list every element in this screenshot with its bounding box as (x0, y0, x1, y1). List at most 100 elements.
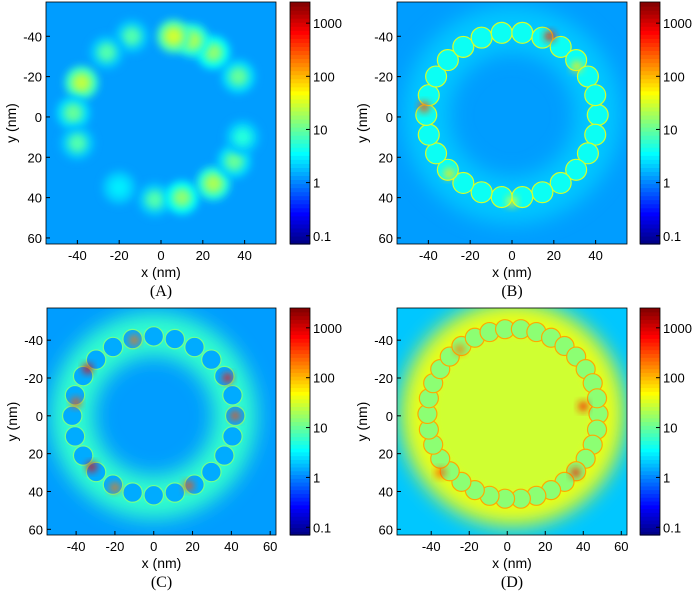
colorbar-tick-label: 0.1 (313, 229, 331, 244)
y-tick-label: -20 (374, 70, 393, 85)
colorbar-segment (640, 323, 660, 328)
colorbar-segment (640, 199, 660, 205)
colorbar-segment (290, 30, 310, 35)
colorbar-segment (290, 167, 310, 172)
colorbar-segment (290, 183, 310, 189)
colorbar-segment (640, 155, 660, 160)
y-tick-label: -40 (23, 29, 42, 44)
particle-mark (549, 35, 572, 58)
colorbar-segment (290, 114, 310, 120)
colorbar-segment (640, 135, 660, 140)
colorbar-segment (290, 478, 310, 483)
particle-mark (72, 445, 94, 466)
colorbar-segment (290, 14, 310, 19)
particle-mark (143, 326, 165, 347)
colorbar-segment (290, 432, 310, 438)
colorbar-segment (290, 227, 310, 233)
colorbar-segment (640, 66, 660, 72)
colorbar-tick-label: 10 (313, 421, 327, 436)
hotspot-mark (578, 401, 589, 412)
colorbar-segment (640, 523, 660, 529)
colorbar-segment (290, 485, 310, 491)
colorbar-segment (290, 398, 310, 404)
colorbar-segment (290, 451, 310, 457)
colorbar-segment (640, 485, 660, 491)
colorbar-segment (640, 114, 660, 120)
hotspot-mark (82, 363, 93, 374)
colorbar-segment (290, 34, 310, 39)
colorbar-segment (640, 167, 660, 172)
colorbar-segment (640, 62, 660, 68)
colorbar-segment (290, 357, 310, 362)
colorbar-segment (290, 50, 310, 56)
colorbar-segment (290, 519, 310, 525)
colorbar-segment (640, 10, 660, 15)
hotspot-mark (544, 31, 555, 42)
colorbar-segment (290, 425, 310, 430)
y-tick-label: 0 (36, 409, 43, 424)
colorbar-tick-label: 100 (663, 69, 685, 84)
particle-mark (417, 123, 440, 146)
colorbar-segment (290, 500, 310, 506)
heatmap-panel: -40 -20 0 20 40 -40 -20 0 20 40 60 x (nm) y (nm) (A) 0… (3, 1, 342, 300)
colorbar-segment (290, 78, 310, 84)
particle-mark (436, 49, 459, 72)
colorbar-segment (290, 326, 310, 332)
hotspot-mark (233, 127, 252, 147)
particle-mark (586, 103, 609, 126)
colorbar-segment (290, 440, 310, 445)
colorbar-segment (640, 527, 660, 532)
colorbar-segment (290, 413, 310, 419)
colorbar-segment (290, 110, 310, 116)
colorbar-tick-label: 10 (663, 421, 677, 436)
colorbar-segment (290, 66, 310, 72)
colorbar-segment (640, 227, 660, 233)
colorbar-segment (290, 315, 310, 320)
colorbar-segment (640, 466, 660, 472)
x-tick-label: -20 (110, 248, 129, 263)
colorbar-segment (640, 211, 660, 217)
colorbar-segment (290, 466, 310, 472)
y-tick-label: -40 (24, 333, 43, 348)
particle-mark (584, 84, 607, 107)
colorbar-tick-label: 1000 (313, 16, 342, 31)
colorbar-tick-label: 10 (663, 122, 677, 137)
colorbar-segment (640, 470, 660, 476)
colorbar-segment (290, 308, 310, 313)
hotspot-mark (97, 43, 117, 62)
y-tick-label: -20 (24, 371, 43, 386)
ring-interior (435, 335, 591, 492)
colorbar-segment (640, 440, 660, 445)
x-tick-label: -40 (422, 539, 441, 554)
particle-mark (584, 123, 607, 146)
y-tick-label: 40 (29, 484, 43, 499)
particle-mark (201, 349, 222, 370)
y-tick-label: 60 (379, 522, 393, 537)
colorbar-segment (640, 516, 660, 521)
colorbar-segment (290, 155, 310, 160)
colorbar-segment (640, 163, 660, 168)
colorbar-segment (290, 94, 310, 100)
colorbar-segment (290, 98, 310, 104)
particle-mark (425, 65, 448, 88)
colorbar-segment (640, 379, 660, 385)
particle-mark (164, 328, 186, 350)
colorbar-segment (640, 429, 660, 434)
colorbar-segment (290, 508, 310, 513)
colorbar-segment (290, 191, 310, 197)
colorbar-segment (290, 436, 310, 442)
hotspot-mark (222, 373, 233, 383)
colorbar-segment (640, 444, 660, 449)
panel-caption: (D) (501, 574, 523, 591)
colorbar-segment (290, 345, 310, 351)
colorbar-segment (290, 323, 310, 328)
panel-caption: (B) (501, 283, 522, 300)
hotspot-mark (203, 43, 223, 62)
colorbar-segment (290, 474, 310, 479)
colorbar-segment (290, 421, 310, 426)
colorbar-segment (640, 219, 660, 225)
colorbar-segment (640, 360, 660, 366)
hotspot-mark (444, 168, 455, 179)
colorbar-segment (640, 311, 660, 317)
y-tick-label: 40 (379, 191, 393, 206)
